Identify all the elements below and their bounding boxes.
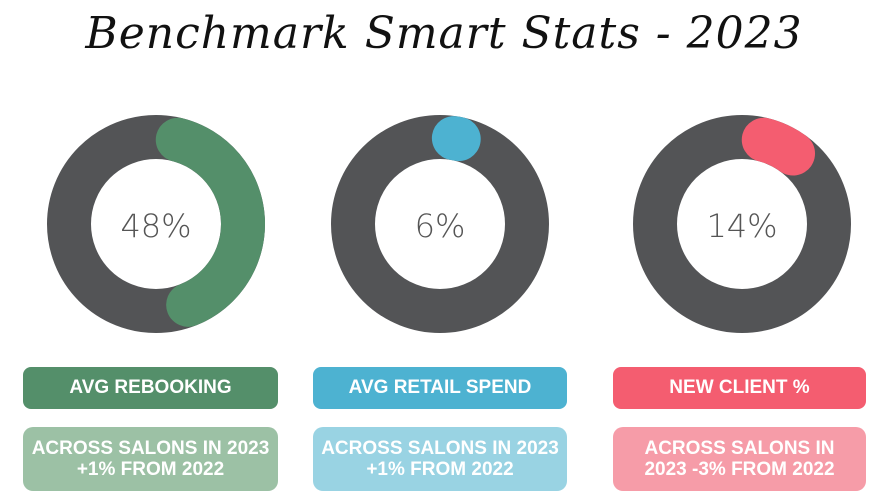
- donut-value-label: 48%: [120, 207, 191, 245]
- stat-label-badge: NEW CLIENT %: [613, 367, 866, 409]
- stat-label-badge: AVG RETAIL SPEND: [313, 367, 567, 409]
- donut-chart: 48%: [47, 115, 265, 333]
- donut-chart: 6%: [331, 115, 549, 333]
- stat-label-badge: AVG REBOOKING: [23, 367, 278, 409]
- donut-chart: 14%: [633, 115, 851, 333]
- page-title: Benchmark Smart Stats - 2023: [85, 8, 803, 59]
- donut-arc: [155, 117, 265, 327]
- donut-value-label: 14%: [706, 207, 777, 245]
- donut-arc: [741, 117, 816, 176]
- stat-note-badge: ACROSS SALONS IN 2023 +1% FROM 2022: [313, 427, 567, 491]
- donut-value-label: 6%: [415, 207, 466, 245]
- stat-note-badge: ACROSS SALONS IN 2023 +1% FROM 2022: [23, 427, 278, 491]
- stat-note-badge: ACROSS SALONS IN 2023 -3% FROM 2022: [613, 427, 866, 491]
- donut-arc: [431, 116, 481, 162]
